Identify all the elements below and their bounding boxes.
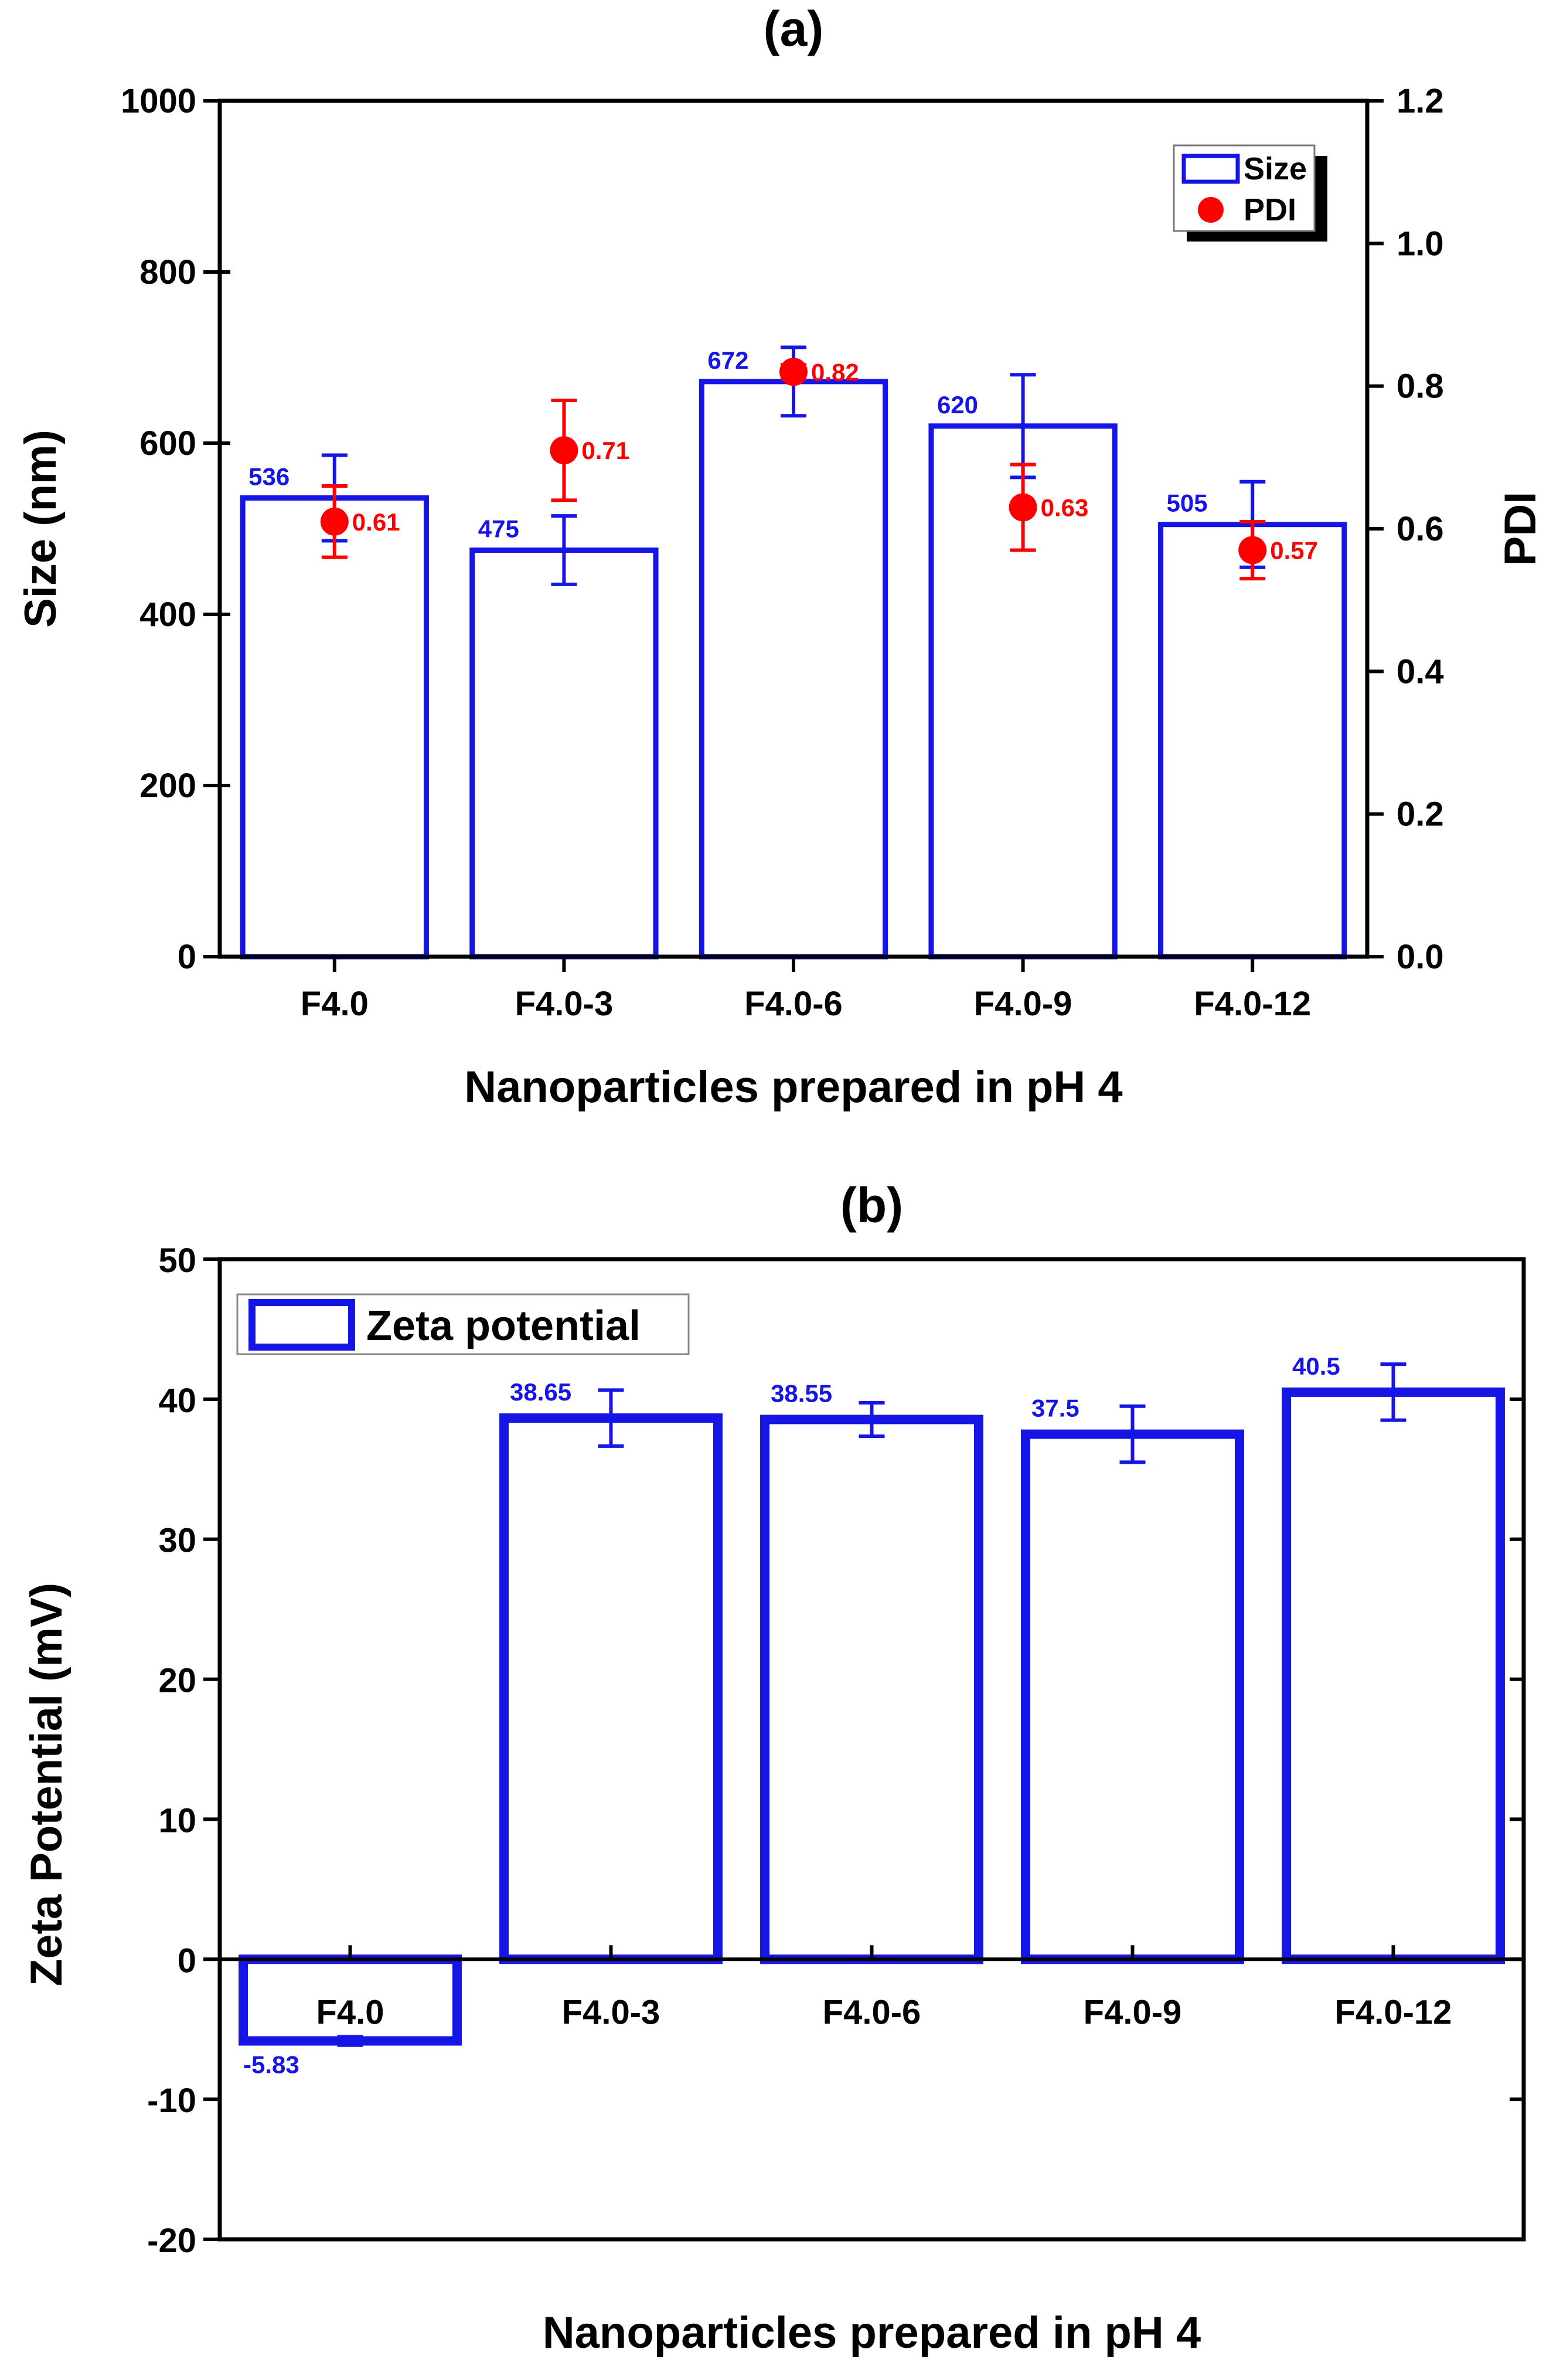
chart-b-legend: Zeta potential xyxy=(236,1293,690,1355)
pdi-point-F4.0-9 xyxy=(1009,493,1037,522)
y-tick-label: 400 xyxy=(139,596,196,634)
legend-size-label: Size xyxy=(1244,151,1307,186)
zeta-bar-F4.0-3 xyxy=(499,1413,723,1964)
y-tick-label: 40 xyxy=(158,1382,196,1420)
chart-b-y-axis-label: Zeta Potential (mV) xyxy=(22,1583,71,1986)
size-value-label: 475 xyxy=(478,515,519,543)
legend-pdi-label: PDI xyxy=(1244,192,1296,227)
pdi-point-F4.0-3 xyxy=(550,436,578,465)
pdi-value-label: 0.63 xyxy=(1041,494,1089,522)
x-tick-label: F4.0 xyxy=(316,1993,384,2031)
x-tick-label: F4.0-12 xyxy=(1335,1993,1452,2031)
pdi-value-label: 0.57 xyxy=(1270,537,1318,565)
zeta-value-label: 40.5 xyxy=(1292,1352,1340,1380)
y2-tick-label: 0.0 xyxy=(1397,938,1444,976)
legend-box xyxy=(1173,144,1316,232)
size-value-label: 672 xyxy=(707,346,748,374)
chart-b-frame xyxy=(217,1257,1526,2242)
legend-zeta-swatch xyxy=(248,1299,355,1351)
zeta-error-bar-F4.0-6 xyxy=(859,1400,885,1439)
y-tick-label: 800 xyxy=(139,253,196,291)
y2-tick-label: 0.8 xyxy=(1397,368,1444,406)
x-tick-label: F4.0-6 xyxy=(823,1993,921,2031)
y2-tick-label: 1.0 xyxy=(1397,225,1444,263)
zeta-bar-F4.0-12 xyxy=(1282,1387,1505,1964)
chart-a-legend: Size PDI xyxy=(1173,144,1327,242)
pdi-value-label: 0.61 xyxy=(352,508,400,536)
y-tick-label: -10 xyxy=(147,2082,196,2120)
size-value-label: 536 xyxy=(248,463,290,490)
chart-b: (b) -5.83 38.65 38.55 37.5 40.5 -20 -10 0 10 20 30 4… xyxy=(22,1178,1526,2358)
pdi-point-F4.0-12 xyxy=(1238,536,1267,565)
chart-a-y2-axis-label: PDI xyxy=(1496,492,1545,566)
chart-a: (a) 536 475 672 620 505 0.61 0.71 0.82 0.63 0.57 0 2… xyxy=(16,1,1545,1112)
pdi-value-label: 0.71 xyxy=(581,437,629,464)
x-tick-label: F4.0-6 xyxy=(744,985,843,1023)
size-bar-F4.0-3 xyxy=(469,548,659,960)
legend-zeta-label: Zeta potential xyxy=(366,1303,641,1349)
x-tick-label: F4.0-9 xyxy=(1084,1993,1182,2031)
zeta-bar-F4.0-9 xyxy=(1021,1429,1244,1964)
size-value-label: 620 xyxy=(937,391,978,419)
size-bar-F4.0-6 xyxy=(699,379,888,960)
y2-tick-label: 1.2 xyxy=(1397,82,1444,120)
y2-tick-label: 0.4 xyxy=(1397,652,1444,691)
size-error-bar-F4.0-3 xyxy=(551,514,577,586)
zeta-bar-F4.0-6 xyxy=(760,1415,983,1964)
y-tick-label: 20 xyxy=(158,1662,196,1700)
zeta-error-bar-F4.0 xyxy=(337,2035,363,2047)
zeta-error-bar-F4.0-9 xyxy=(1119,1404,1146,1464)
chart-a-title: (a) xyxy=(764,1,824,56)
zeta-value-label: 37.5 xyxy=(1031,1395,1079,1422)
x-tick-label: F4.0-3 xyxy=(562,1993,660,2031)
x-tick-label: F4.0-3 xyxy=(515,985,614,1023)
pdi-value-label: 0.82 xyxy=(811,358,859,386)
chart-a-x-axis-label: Nanoparticles prepared in pH 4 xyxy=(464,1062,1122,1112)
chart-b-x-axis-label: Nanoparticles prepared in pH 4 xyxy=(543,2308,1201,2358)
y-tick-label: 0 xyxy=(178,938,196,976)
x-tick-label: F4.0-9 xyxy=(974,985,1072,1023)
y-tick-label: 1000 xyxy=(121,82,196,120)
size-bar-F4.0 xyxy=(240,495,429,960)
x-tick-label: F4.0-12 xyxy=(1194,985,1311,1023)
zeta-value-label: 38.55 xyxy=(771,1379,832,1407)
chart-a-y-axis-label: Size (nm) xyxy=(16,430,66,628)
x-tick-label: F4.0 xyxy=(301,985,369,1023)
y-tick-label: 10 xyxy=(158,1801,196,1840)
y2-tick-label: 0.6 xyxy=(1397,510,1444,548)
y-tick-label: 600 xyxy=(139,424,196,463)
size-value-label: 505 xyxy=(1167,489,1208,517)
legend-size-swatch xyxy=(1181,154,1240,184)
zeta-value-label: 38.65 xyxy=(510,1378,571,1406)
y-tick-label: 0 xyxy=(178,1942,196,1980)
y-tick-label: -20 xyxy=(147,2222,196,2260)
y2-tick-label: 0.2 xyxy=(1397,795,1444,834)
y-tick-label: 50 xyxy=(158,1242,196,1280)
y-tick-label: 30 xyxy=(158,1522,196,1560)
pdi-point-F4.0-6 xyxy=(779,358,808,386)
y-tick-label: 200 xyxy=(139,767,196,805)
zeta-value-label: -5.83 xyxy=(243,2051,299,2079)
legend-pdi-marker xyxy=(1198,197,1224,223)
size-bar-F4.0-12 xyxy=(1158,522,1347,960)
pdi-point-F4.0 xyxy=(320,507,349,536)
zeta-error-bar-F4.0-3 xyxy=(598,1388,624,1448)
zeta-error-bar-F4.0-12 xyxy=(1380,1362,1406,1422)
chart-b-title: (b) xyxy=(840,1178,903,1233)
